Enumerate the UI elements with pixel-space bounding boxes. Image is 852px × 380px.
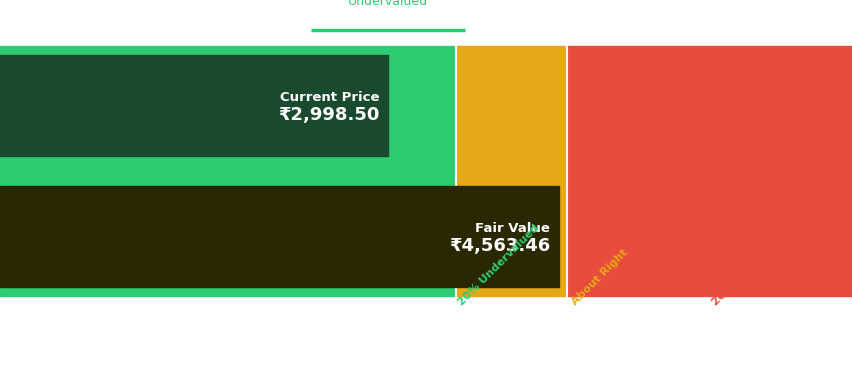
Text: ₹4,563.46: ₹4,563.46	[448, 237, 550, 255]
Bar	[0, 46, 456, 296]
Bar	[0, 55, 388, 156]
Text: Current Price: Current Price	[279, 91, 379, 105]
Text: 20% Overvalued: 20% Overvalued	[710, 228, 789, 307]
Text: ₹2,998.50: ₹2,998.50	[278, 106, 379, 124]
Text: Fair Value: Fair Value	[475, 222, 550, 236]
Bar	[456, 46, 567, 296]
Bar	[567, 46, 852, 296]
Text: Undervalued: Undervalued	[348, 0, 428, 8]
Text: About Right: About Right	[569, 248, 629, 307]
Bar	[0, 186, 558, 287]
Text: 20% Undervalued: 20% Undervalued	[456, 223, 540, 307]
